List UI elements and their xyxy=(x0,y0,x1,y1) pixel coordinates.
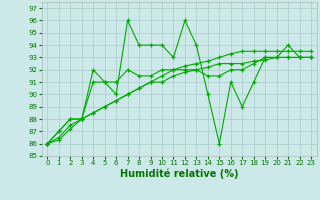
X-axis label: Humidité relative (%): Humidité relative (%) xyxy=(120,169,238,179)
